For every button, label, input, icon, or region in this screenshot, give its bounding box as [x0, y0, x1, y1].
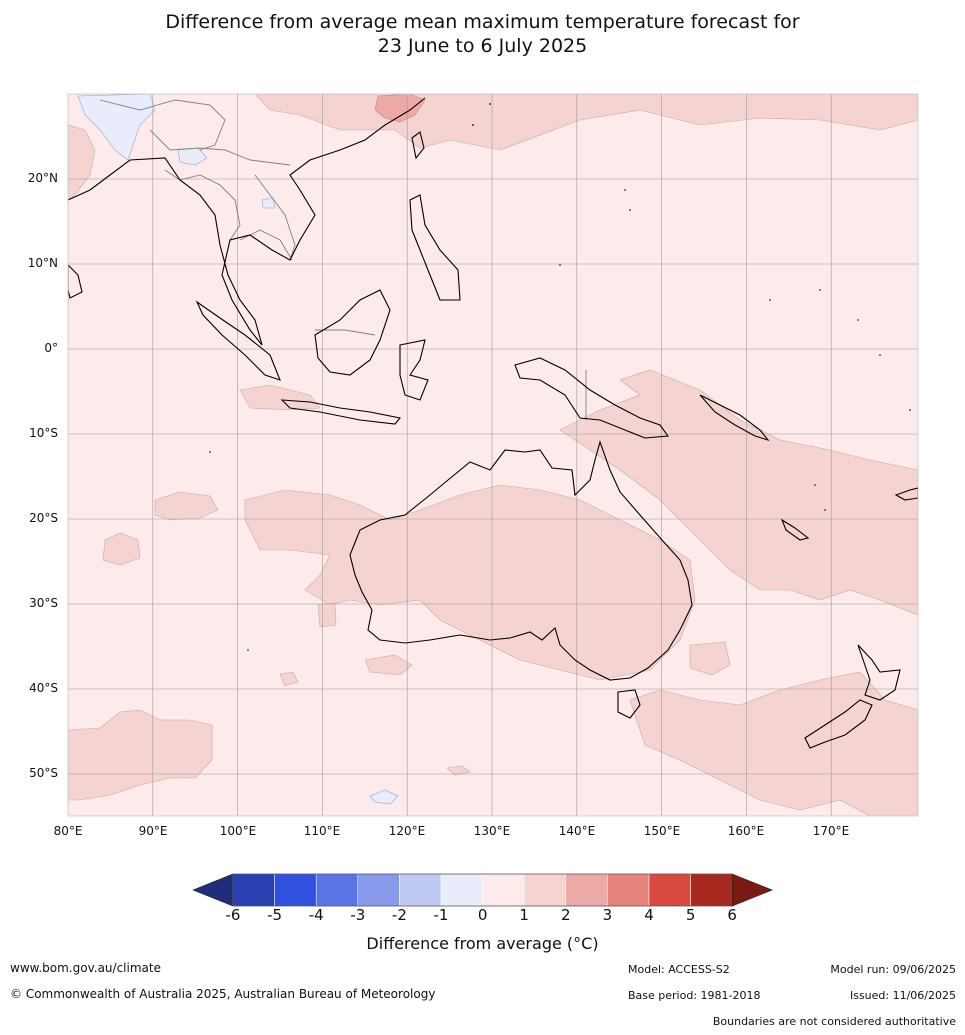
- negative-small: [261, 197, 276, 209]
- lat-label-20n: 20°N: [27, 171, 58, 185]
- colorbar-segment: [357, 873, 400, 907]
- colorbar-segment: [274, 873, 317, 907]
- map-title: Difference from average mean maximum tem…: [0, 10, 965, 58]
- coast-australia: [349, 440, 693, 681]
- footer-base-period: Base period: 1981-2018: [628, 989, 761, 1002]
- coast-borneo: [314, 289, 391, 376]
- lon-label-120e: 120°E: [388, 824, 426, 838]
- lat-label-30s: 30°S: [29, 596, 58, 610]
- footer-website[interactable]: www.bom.gov.au/climate: [10, 961, 161, 975]
- colorbar-segment: [399, 873, 442, 907]
- colorbar-label: Difference from average (°C): [366, 934, 599, 953]
- anomaly-southern-ocean-west: [68, 709, 213, 801]
- small-islands: [209, 103, 911, 651]
- footer-issued: Issued: 11/06/2025: [849, 989, 956, 1002]
- negative-anomaly-regions: [77, 94, 399, 805]
- coast-fiji: [894, 487, 918, 501]
- coast-mainland-asia: [68, 97, 426, 346]
- colorbar-segment: [565, 873, 608, 907]
- colorbar-segment: [315, 873, 359, 907]
- lon-label-160e: 160°E: [727, 824, 765, 838]
- colorbar-tick-label: -2: [391, 906, 407, 924]
- lon-label-130e: 130°E: [473, 824, 511, 838]
- colorbar-tick-label: 4: [644, 906, 654, 924]
- coastlines: [68, 97, 918, 749]
- colorbar-tick-label: -4: [308, 906, 324, 924]
- colorbar: [192, 873, 774, 907]
- map-frame: [67, 93, 919, 817]
- title-line-1: Difference from average mean maximum tem…: [165, 11, 800, 33]
- colorbar-segment: [482, 873, 525, 907]
- coast-new-guinea: [514, 357, 670, 439]
- title-line-2: 23 June to 6 July 2025: [377, 35, 588, 57]
- lat-label-10n: 10°N: [27, 256, 58, 270]
- colorbar-frame: [232, 873, 733, 907]
- coast-philippines: [409, 194, 461, 301]
- anomaly-south-asia-west: [68, 124, 96, 201]
- coast-sumatra: [195, 300, 281, 381]
- coast-sulawesi: [399, 339, 429, 401]
- footer-model: Model: ACCESS-S2: [628, 963, 730, 976]
- anomaly-regions: [68, 94, 918, 816]
- colorbar-extend-low: [192, 873, 234, 907]
- lon-label-170e: 170°E: [812, 824, 850, 838]
- colorbar-segment: [648, 873, 691, 907]
- colorbar-tick-label: 0: [477, 906, 488, 924]
- colorbar-segment: [690, 873, 733, 907]
- colorbar-tick-label: -3: [350, 906, 366, 924]
- lat-label-40s: 40°S: [29, 681, 58, 695]
- footer-model-run: Model run: 09/06/2025: [830, 963, 956, 976]
- colorbar-tick-label: 6: [727, 906, 737, 924]
- colorbar-tick-label: 2: [561, 906, 571, 924]
- lon-label-80e: 80°E: [53, 824, 83, 838]
- negative-southern-ocean: [369, 789, 399, 805]
- country-borders: [99, 99, 587, 420]
- coast-new-caledonia: [780, 518, 810, 541]
- negative-himalaya: [77, 94, 156, 161]
- lon-label-140e: 140°E: [558, 824, 596, 838]
- coast-nz-north: [857, 644, 901, 701]
- lat-label-10s: 10°S: [29, 426, 58, 440]
- colorbar-tick-label: -1: [433, 906, 449, 924]
- anomaly-western-australia-ocean: [244, 484, 696, 681]
- lon-label-100e: 100°E: [219, 824, 257, 838]
- lon-label-90e: 90°E: [138, 824, 168, 838]
- anomaly-small-1: [279, 671, 299, 687]
- footer-disclaimer: Boundaries are not considered authoritat…: [712, 1015, 956, 1028]
- coast-taiwan: [411, 131, 425, 160]
- anomaly-tasman-small: [689, 641, 731, 676]
- lat-label-20s: 20°S: [29, 511, 58, 525]
- lon-label-110e: 110°E: [303, 824, 341, 838]
- lat-label-equator: 0°: [44, 341, 58, 355]
- coast-nz-south: [804, 699, 873, 749]
- footer-copyright: © Commonwealth of Australia 2025, Austra…: [10, 987, 436, 1001]
- colorbar-tick-label: -5: [267, 906, 283, 924]
- colorbar-tick-label: 3: [602, 906, 613, 924]
- coast-sri-lanka: [68, 264, 83, 299]
- lat-label-50s: 50°S: [29, 766, 58, 780]
- colorbar-tick-label: 5: [685, 906, 696, 924]
- colorbar-segment: [440, 873, 483, 907]
- anomaly-small-2: [317, 602, 337, 628]
- coast-tasmania: [617, 689, 641, 719]
- graticule: [68, 94, 918, 816]
- colorbar-tick-label: 1: [519, 906, 529, 924]
- coast-java: [280, 399, 402, 425]
- anomaly-southern-ocean-east: [629, 671, 918, 816]
- colorbar-tick-label: -6: [225, 906, 241, 924]
- anomaly-java-south: [239, 384, 321, 411]
- anomaly-indian-ocean-a: [154, 491, 219, 521]
- colorbar-segment: [523, 873, 567, 907]
- anomaly-bight-south: [364, 654, 413, 676]
- lon-label-150e: 150°E: [643, 824, 681, 838]
- colorbar-segment: [232, 873, 275, 907]
- anomaly-indian-ocean-b: [102, 532, 141, 566]
- colorbar-extend-high: [731, 873, 774, 907]
- coast-solomons: [699, 394, 770, 442]
- anomaly-coral-sea: [559, 369, 918, 616]
- anomaly-small-3: [446, 765, 471, 776]
- colorbar-segment: [607, 873, 650, 907]
